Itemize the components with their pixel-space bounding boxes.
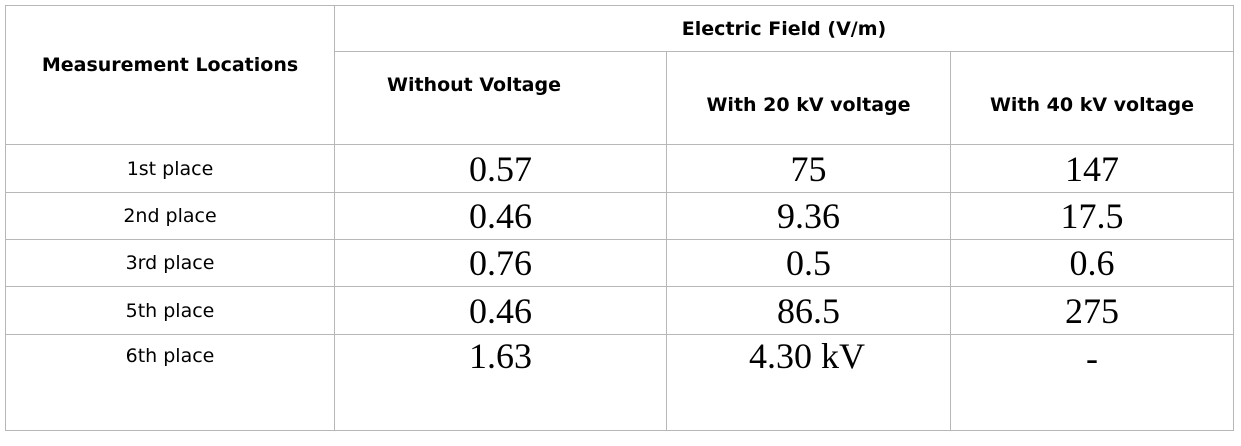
table-row: 5th place 0.46 86.5 275 <box>5 286 1234 335</box>
value-cell: 17.5 <box>950 192 1234 240</box>
table-row: 1st place 0.57 75 147 <box>5 144 1234 193</box>
value-cell: 275 <box>950 286 1234 335</box>
location-cell: 1st place <box>5 144 335 193</box>
electric-field-group-header: Electric Field (V/m) <box>334 5 1234 52</box>
location-cell: 3rd place <box>5 239 335 287</box>
value-cell: 1.63 <box>334 334 667 431</box>
value-cell: 9.36 <box>666 192 951 240</box>
value-cell: 0.46 <box>334 192 667 240</box>
value-cell: 0.6 <box>950 239 1234 287</box>
value-cell: - <box>950 334 1234 431</box>
value-cell: 0.76 <box>334 239 667 287</box>
value-cell: 0.57 <box>334 144 667 193</box>
location-cell: 2nd place <box>5 192 335 240</box>
column-header-without-voltage: Without Voltage <box>334 51 667 145</box>
column-header-40kv: With 40 kV voltage <box>950 51 1234 145</box>
value-cell: 0.5 <box>666 239 951 287</box>
value-cell: 147 <box>950 144 1234 193</box>
table-row: 3rd place 0.76 0.5 0.6 <box>5 239 1234 287</box>
value-cell: 86.5 <box>666 286 951 335</box>
location-cell: 6th place <box>5 334 335 431</box>
value-cell: 0.46 <box>334 286 667 335</box>
table-row: 6th place 1.63 4.30 kV - <box>5 334 1234 431</box>
corner-header-cell: Measurement Locations <box>5 5 335 145</box>
table-row: 2nd place 0.46 9.36 17.5 <box>5 192 1234 240</box>
value-cell: 4.30 kV <box>666 334 951 431</box>
measurement-locations-header: Measurement Locations <box>41 54 299 76</box>
column-header-20kv: With 20 kV voltage <box>666 51 951 145</box>
value-cell: 75 <box>666 144 951 193</box>
location-cell: 5th place <box>5 286 335 335</box>
electric-field-table: Measurement Locations Electric Field (V/… <box>5 5 1234 431</box>
